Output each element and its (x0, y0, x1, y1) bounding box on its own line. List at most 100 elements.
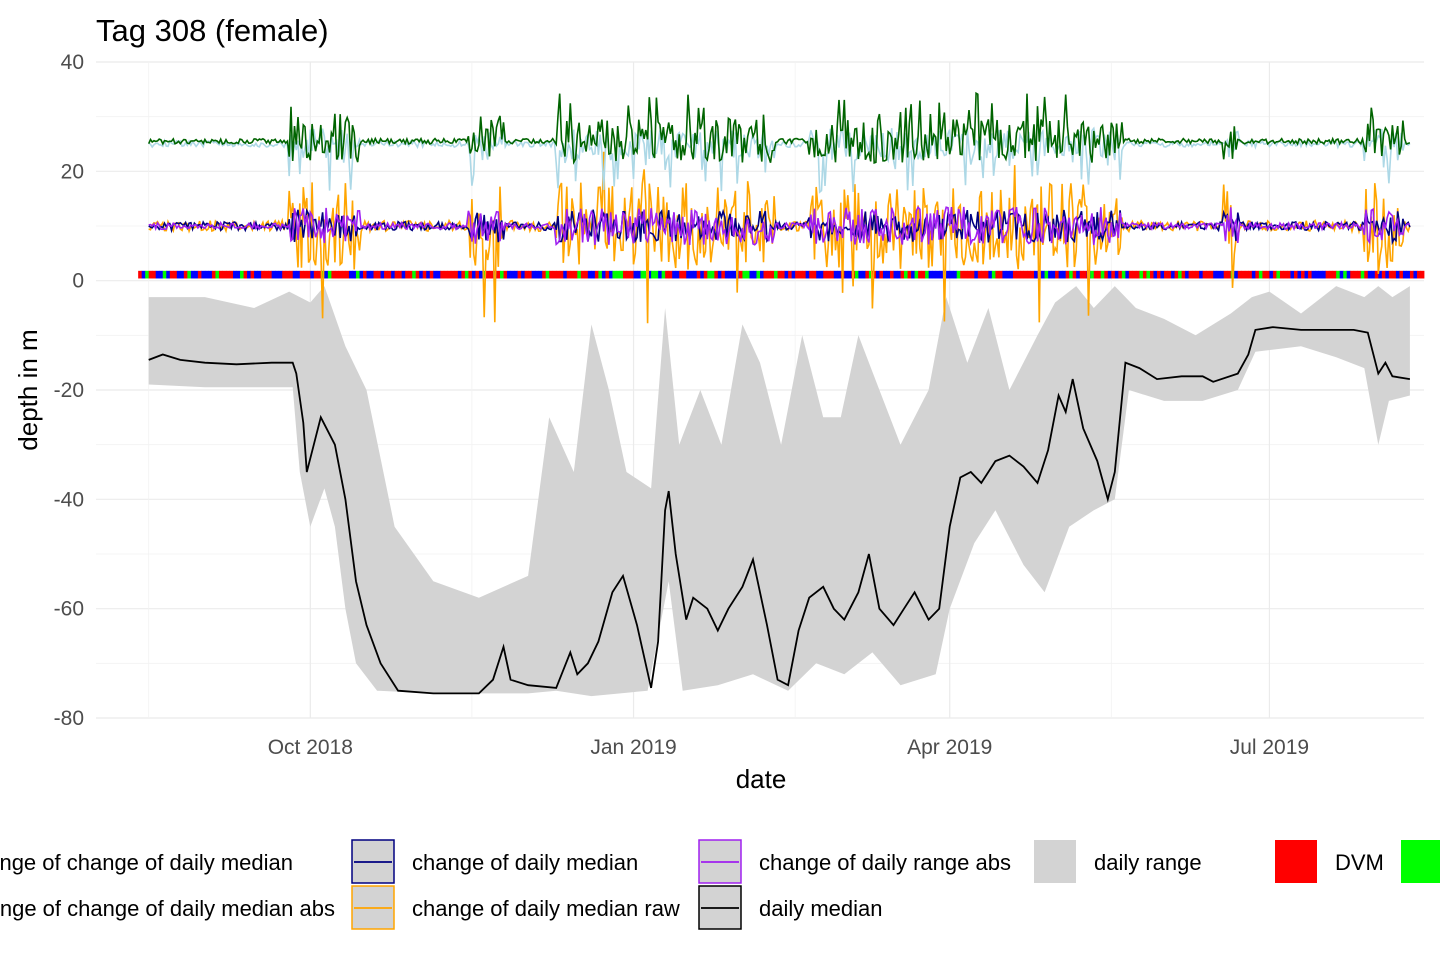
state-marker (454, 270, 459, 279)
x-axis-title: date (736, 764, 787, 794)
state-marker (622, 270, 627, 279)
state-marker (812, 270, 817, 279)
state-marker (946, 270, 951, 279)
state-marker (679, 270, 684, 279)
state-marker (475, 270, 480, 279)
state-marker (1072, 270, 1077, 279)
state-marker (756, 270, 761, 279)
state-marker (784, 270, 789, 279)
state-marker (1005, 270, 1010, 279)
state-marker (795, 270, 800, 279)
daily-range-ribbon (148, 286, 1410, 697)
state-marker (517, 270, 522, 279)
state-marker (1304, 270, 1309, 279)
state-marker (268, 270, 273, 279)
state-marker (854, 270, 859, 279)
legend-key (1275, 840, 1317, 883)
state-marker (798, 270, 803, 279)
state-marker (1048, 270, 1052, 279)
state-marker (521, 270, 526, 279)
state-marker (981, 270, 986, 279)
state-marker (686, 270, 691, 279)
state-marker (1269, 270, 1274, 279)
state-marker (1051, 270, 1056, 279)
legend-label: daily median (759, 896, 883, 921)
state-marker (598, 270, 603, 279)
state-marker (436, 270, 441, 279)
state-marker (925, 270, 930, 279)
state-marker (1283, 270, 1288, 279)
state-marker (865, 270, 870, 279)
state-marker (696, 270, 701, 279)
state-marker (1244, 270, 1249, 279)
state-marker (257, 270, 262, 279)
state-marker (1107, 270, 1112, 279)
state-marker (334, 270, 339, 279)
state-marker (461, 270, 466, 279)
state-marker (1385, 270, 1390, 279)
state-marker (882, 270, 887, 279)
state-marker (1111, 270, 1116, 279)
state-marker (148, 270, 153, 279)
state-marker (970, 270, 975, 279)
state-marker (282, 270, 287, 279)
state-marker (1325, 270, 1330, 279)
state-marker (292, 270, 297, 279)
state-marker (875, 270, 880, 279)
state-marker (752, 270, 757, 279)
state-marker (1371, 270, 1376, 279)
state-marker (373, 270, 378, 279)
state-strip (138, 270, 1425, 279)
state-marker (1241, 270, 1246, 279)
state-marker (826, 270, 831, 279)
state-marker (1248, 270, 1253, 279)
state-marker (974, 270, 979, 279)
state-marker (313, 270, 318, 279)
state-marker (1315, 270, 1320, 279)
state-marker (387, 270, 392, 279)
state-marker (605, 270, 610, 279)
state-marker (398, 270, 403, 279)
x-tick-label: Oct 2018 (268, 736, 353, 759)
state-marker (141, 270, 146, 279)
x-tick-label: Apr 2019 (907, 736, 992, 759)
daily-median-line (148, 326, 1411, 695)
state-marker (904, 270, 908, 279)
state-marker (197, 270, 202, 279)
state-marker (401, 270, 406, 279)
state-marker (710, 270, 715, 279)
state-marker (225, 270, 230, 279)
state-marker (1413, 270, 1418, 279)
state-marker (953, 270, 958, 279)
state-marker (415, 270, 420, 279)
state-marker (781, 270, 785, 279)
state-marker (204, 270, 209, 279)
state-marker (384, 270, 388, 279)
state-marker (1195, 270, 1200, 279)
daily-median-line-group (148, 326, 1411, 695)
state-marker (240, 270, 244, 279)
legend: change of change of daily median change o… (0, 839, 1440, 930)
state-marker (485, 270, 490, 279)
state-marker (1034, 270, 1038, 279)
state-marker (777, 270, 782, 279)
state-marker (1012, 270, 1017, 279)
state-marker (1332, 270, 1337, 279)
state-marker (1164, 270, 1168, 279)
legend-label: change of change of daily median abs (0, 896, 335, 921)
state-marker (317, 270, 322, 279)
x-axis-tick-labels: Oct 2018 Jan 2019 Apr 2019 Jul 2019 (268, 736, 1309, 759)
legend-label: daily range (1094, 850, 1202, 875)
state-marker (1336, 270, 1341, 279)
legend-item (1401, 840, 1440, 883)
state-marker (1135, 270, 1140, 279)
state-marker (261, 270, 266, 279)
state-marker (1062, 270, 1067, 279)
state-marker (816, 270, 821, 279)
state-marker (721, 270, 726, 279)
state-marker (1301, 270, 1305, 279)
state-marker (552, 270, 557, 279)
state-marker (1416, 270, 1421, 279)
y-tick-label: -40 (54, 488, 84, 511)
